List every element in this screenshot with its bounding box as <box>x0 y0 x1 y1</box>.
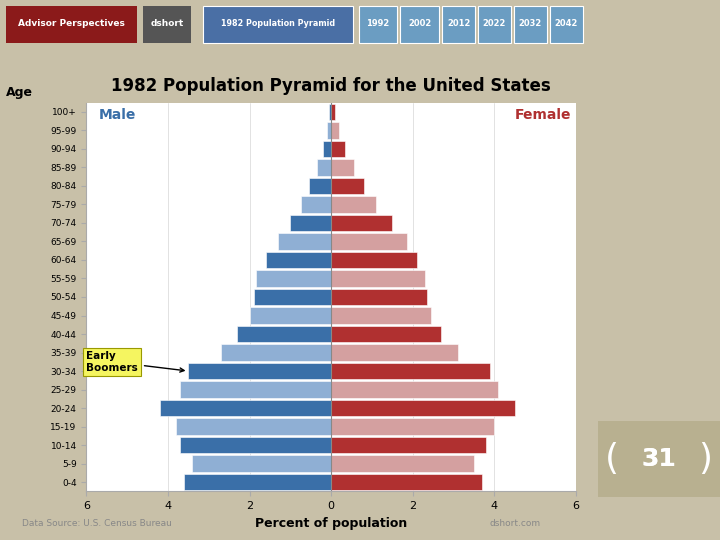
Text: ): ) <box>698 442 712 476</box>
Bar <box>238 326 331 342</box>
Text: (: ( <box>608 437 624 475</box>
Text: Male: Male <box>99 108 136 122</box>
FancyBboxPatch shape <box>514 6 546 43</box>
Text: Advisor Perspectives: Advisor Perspectives <box>18 19 125 28</box>
Bar <box>327 122 331 139</box>
Bar <box>331 271 425 287</box>
Bar <box>192 455 331 472</box>
X-axis label: Percent of population: Percent of population <box>255 517 408 530</box>
Bar <box>250 307 331 323</box>
Bar <box>331 381 498 398</box>
Text: 1982 Population Pyramid: 1982 Population Pyramid <box>221 19 335 28</box>
Bar <box>256 271 331 287</box>
Bar <box>180 437 331 453</box>
Title: 1982 Population Pyramid for the United States: 1982 Population Pyramid for the United S… <box>112 77 551 96</box>
Text: dshort.com: dshort.com <box>490 519 541 529</box>
Bar <box>331 122 339 139</box>
Bar <box>180 381 331 398</box>
Text: Early
Boomers: Early Boomers <box>86 351 184 373</box>
Bar <box>331 141 346 157</box>
Bar <box>253 289 331 305</box>
Bar <box>331 233 407 249</box>
Bar <box>290 215 331 231</box>
Bar <box>331 345 458 361</box>
Bar <box>331 252 417 268</box>
Bar <box>331 437 486 453</box>
FancyBboxPatch shape <box>203 6 353 43</box>
Bar <box>331 363 490 379</box>
Text: 2002: 2002 <box>408 19 431 28</box>
Text: dshort: dshort <box>150 19 184 28</box>
Bar <box>331 215 392 231</box>
Text: (: ( <box>606 442 619 476</box>
Bar <box>331 159 354 176</box>
Bar <box>331 400 515 416</box>
FancyBboxPatch shape <box>550 6 582 43</box>
Text: 2022: 2022 <box>483 19 506 28</box>
FancyBboxPatch shape <box>143 6 192 43</box>
Text: ): ) <box>694 437 709 475</box>
Bar <box>323 141 331 157</box>
Text: Female: Female <box>515 108 571 122</box>
Text: 31: 31 <box>642 447 676 471</box>
Bar <box>317 159 331 176</box>
Bar <box>329 104 331 120</box>
FancyBboxPatch shape <box>6 6 138 43</box>
Bar <box>160 400 331 416</box>
FancyBboxPatch shape <box>478 6 511 43</box>
Bar <box>331 326 441 342</box>
Bar <box>331 418 495 435</box>
Bar <box>331 474 482 490</box>
Bar <box>189 363 331 379</box>
Text: 31: 31 <box>642 447 676 471</box>
Bar <box>331 289 427 305</box>
FancyBboxPatch shape <box>598 421 720 497</box>
Bar <box>301 196 331 213</box>
FancyBboxPatch shape <box>442 6 475 43</box>
Text: Age: Age <box>6 86 32 99</box>
Bar <box>278 233 331 249</box>
Bar <box>331 455 474 472</box>
Bar <box>331 178 364 194</box>
Bar <box>331 307 431 323</box>
Bar <box>309 178 331 194</box>
Bar <box>331 104 336 120</box>
FancyBboxPatch shape <box>400 6 439 43</box>
FancyBboxPatch shape <box>359 6 397 43</box>
Text: 2042: 2042 <box>554 19 578 28</box>
Bar <box>176 418 331 435</box>
Text: 1992: 1992 <box>366 19 390 28</box>
Bar <box>221 345 331 361</box>
Bar <box>184 474 331 490</box>
Text: 2012: 2012 <box>447 19 470 28</box>
Bar <box>266 252 331 268</box>
Text: 2032: 2032 <box>518 19 542 28</box>
Text: Data Source: U.S. Census Bureau: Data Source: U.S. Census Bureau <box>22 519 171 529</box>
Bar <box>331 196 376 213</box>
